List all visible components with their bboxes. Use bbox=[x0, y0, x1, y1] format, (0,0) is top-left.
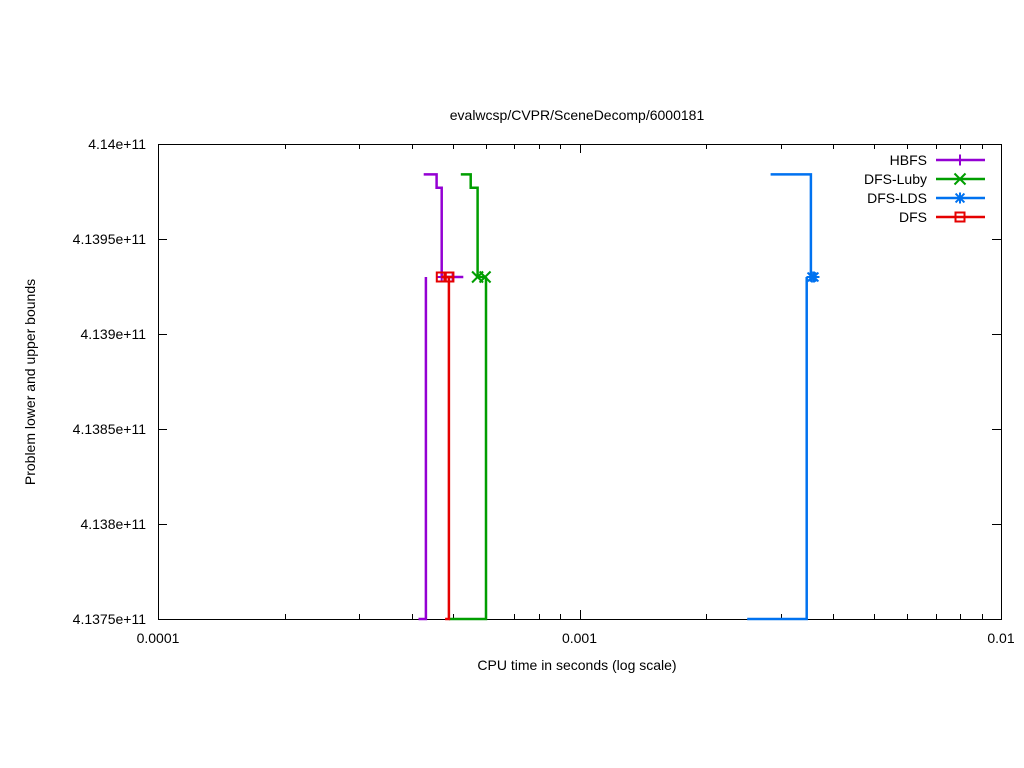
chart-title: evalwcsp/CVPR/SceneDecomp/6000181 bbox=[450, 107, 705, 123]
y-axis-label: Problem lower and upper bounds bbox=[22, 279, 38, 485]
x-tick-label: 0.001 bbox=[562, 630, 597, 646]
series-layer bbox=[418, 173, 820, 621]
legend-item-dfs-lds: DFS-LDS bbox=[867, 190, 985, 206]
series-dfs-luby-lower-line bbox=[448, 277, 488, 621]
x-tick-label: 0.0001 bbox=[137, 630, 180, 646]
legend: HBFS DFS-Luby DFS-LDS DFS bbox=[864, 152, 985, 225]
series-dfs-luby-upper-line bbox=[460, 173, 486, 279]
legend-item-dfs: DFS bbox=[899, 209, 985, 225]
series-dfs-marker bbox=[435, 271, 447, 283]
legend-marker bbox=[954, 192, 966, 204]
series-dfs-lds-upper-line bbox=[770, 173, 815, 279]
series-dfs-marker bbox=[443, 271, 455, 283]
y-tick-label: 4.1385e+11 bbox=[73, 421, 147, 437]
legend-marker bbox=[954, 211, 966, 223]
series-dfs-luby bbox=[448, 173, 492, 621]
series-hbfs bbox=[418, 173, 464, 621]
series-hbfs-upper-line bbox=[423, 173, 464, 279]
series-dfs bbox=[435, 271, 455, 621]
legend-label: DFS-LDS bbox=[867, 190, 927, 206]
legend-item-dfs-luby: DFS-Luby bbox=[864, 171, 985, 187]
series-dfs-lower-line bbox=[445, 277, 451, 621]
series-dfs-lds bbox=[747, 173, 820, 621]
y-tick-label: 4.14e+11 bbox=[88, 136, 146, 152]
legend-marker bbox=[954, 154, 966, 166]
y-tick-label: 4.1395e+11 bbox=[73, 231, 147, 247]
x-tick-label: 0.01 bbox=[987, 630, 1014, 646]
series-dfs-lds-marker bbox=[808, 271, 820, 283]
x-tick-labels: 0.0001 0.001 0.01 bbox=[137, 630, 1015, 646]
legend-marker bbox=[953, 172, 967, 186]
y-tick-label: 4.1375e+11 bbox=[73, 611, 147, 627]
axis-ticks bbox=[158, 144, 1002, 620]
series-dfs-lds-lower-line bbox=[747, 277, 808, 621]
y-tick-label: 4.139e+11 bbox=[80, 326, 146, 342]
legend-label: DFS bbox=[899, 209, 927, 225]
plot-frame bbox=[158, 144, 1002, 620]
y-tick-label: 4.138e+11 bbox=[80, 516, 146, 532]
series-dfs-luby-marker bbox=[478, 270, 492, 284]
series-hbfs-lower-line bbox=[418, 277, 428, 621]
y-tick-labels: 4.1375e+11 4.138e+11 4.1385e+11 4.139e+11 4.… bbox=[73, 136, 147, 627]
x-axis-label: CPU time in seconds (log scale) bbox=[477, 657, 676, 673]
legend-label: HBFS bbox=[890, 152, 927, 168]
legend-item-hbfs: HBFS bbox=[890, 152, 985, 168]
legend-label: DFS-Luby bbox=[864, 171, 927, 187]
